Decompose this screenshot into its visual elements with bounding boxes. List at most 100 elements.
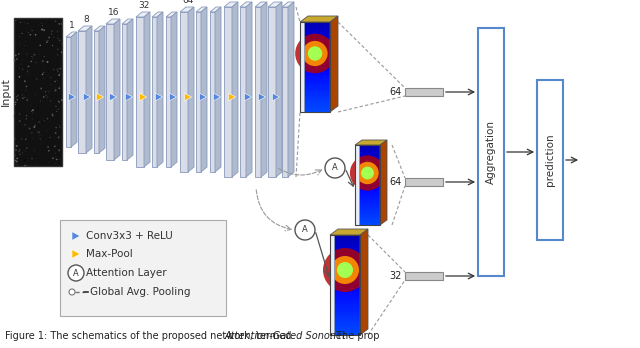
Polygon shape [330,286,360,287]
Circle shape [30,105,31,106]
Circle shape [31,61,32,62]
Circle shape [43,70,44,72]
Polygon shape [330,263,360,264]
Polygon shape [300,73,330,74]
Circle shape [21,33,23,34]
Polygon shape [355,185,380,186]
Polygon shape [355,167,380,168]
Circle shape [20,22,21,23]
Polygon shape [330,257,360,258]
Circle shape [15,55,17,56]
Polygon shape [330,280,360,281]
Polygon shape [330,235,360,236]
Circle shape [16,96,17,97]
Polygon shape [330,304,360,305]
Circle shape [45,130,47,132]
Circle shape [54,145,56,147]
Circle shape [31,111,32,112]
Text: Global Avg. Pooling: Global Avg. Pooling [90,287,191,297]
Polygon shape [171,12,177,167]
Circle shape [34,21,35,22]
Polygon shape [78,26,92,31]
Polygon shape [300,86,330,87]
Circle shape [32,109,34,111]
Circle shape [295,34,335,73]
Text: 32: 32 [138,1,150,10]
Circle shape [16,160,18,163]
FancyBboxPatch shape [60,220,226,316]
Circle shape [44,30,45,31]
Polygon shape [300,46,330,47]
Circle shape [45,41,46,43]
Polygon shape [355,210,380,211]
Polygon shape [330,292,360,293]
Circle shape [51,30,52,32]
Polygon shape [355,168,380,169]
Circle shape [29,34,31,36]
Polygon shape [330,243,360,244]
Polygon shape [109,93,116,101]
Circle shape [18,151,20,152]
Polygon shape [355,182,380,183]
Polygon shape [330,236,360,237]
Circle shape [13,115,15,117]
Polygon shape [300,105,330,106]
Circle shape [27,71,28,72]
Polygon shape [330,249,360,250]
Polygon shape [14,18,62,166]
Circle shape [323,248,367,292]
Circle shape [17,107,19,108]
Polygon shape [184,93,191,101]
FancyBboxPatch shape [478,28,504,276]
Circle shape [19,113,20,115]
Polygon shape [300,101,330,102]
FancyBboxPatch shape [537,80,563,240]
Circle shape [21,94,23,96]
Circle shape [25,89,27,92]
Polygon shape [300,68,330,69]
Circle shape [68,265,84,281]
Text: 64: 64 [390,87,402,97]
Polygon shape [300,80,330,81]
Circle shape [25,139,26,140]
Circle shape [24,80,26,82]
Circle shape [59,107,60,108]
Polygon shape [215,7,221,172]
Polygon shape [300,61,330,62]
Polygon shape [355,224,380,225]
Polygon shape [330,302,360,303]
Polygon shape [127,19,133,160]
Polygon shape [300,90,330,91]
Polygon shape [330,314,360,315]
Polygon shape [300,75,330,76]
Circle shape [53,36,54,38]
Polygon shape [330,273,360,274]
Polygon shape [300,43,330,44]
Circle shape [29,109,31,111]
Polygon shape [300,16,338,22]
Polygon shape [136,12,150,17]
Polygon shape [355,156,380,157]
Polygon shape [300,67,330,68]
Circle shape [19,90,20,92]
Circle shape [331,256,359,284]
Polygon shape [330,319,360,320]
Polygon shape [166,12,177,17]
Polygon shape [355,152,380,153]
Polygon shape [224,7,232,177]
Polygon shape [300,64,330,65]
Polygon shape [282,7,288,177]
Polygon shape [300,66,330,67]
Circle shape [26,116,27,117]
Circle shape [51,134,52,135]
Polygon shape [355,164,380,165]
Circle shape [20,44,21,45]
Circle shape [37,132,38,133]
Polygon shape [330,295,360,296]
Polygon shape [300,30,330,31]
Polygon shape [240,2,252,7]
Circle shape [19,120,20,122]
Polygon shape [300,27,330,28]
Polygon shape [188,7,194,172]
Polygon shape [300,110,330,111]
